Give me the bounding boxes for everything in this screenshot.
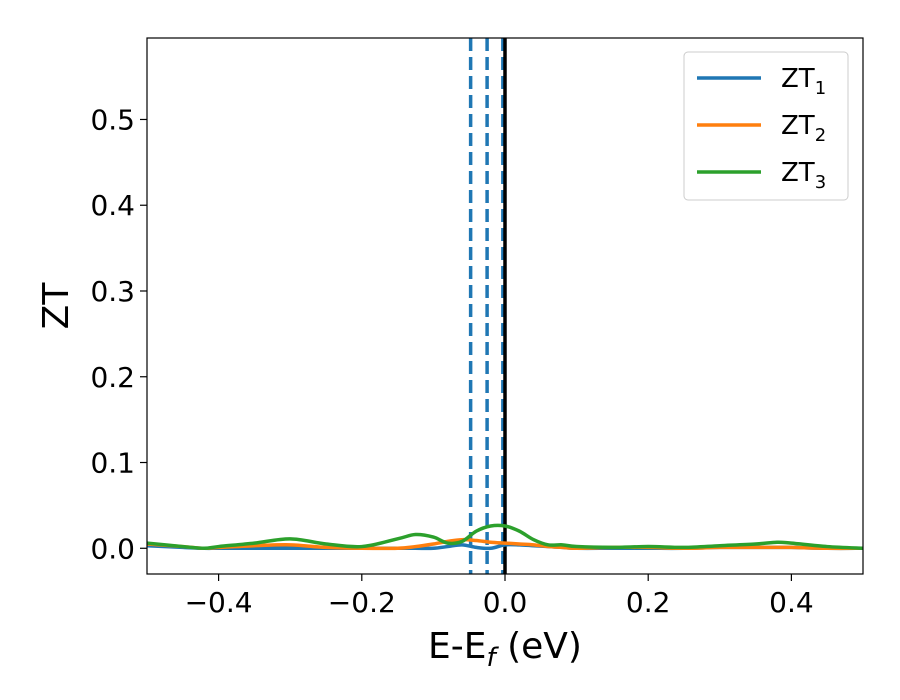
x-tick-label: 0.0 — [483, 586, 528, 619]
y-tick-label: 0.5 — [90, 103, 135, 136]
y-axis: 0.0 0.1 0.2 0.3 0.4 0.5 — [90, 103, 147, 565]
series-line-zt2 — [147, 537, 863, 551]
legend-label-zt2: ZT2 — [781, 111, 826, 146]
y-tick-label: 0.1 — [90, 447, 135, 480]
series-line-zt3 — [147, 523, 863, 551]
legend: ZT1 ZT2 ZT3 — [683, 51, 849, 201]
y-axis-label: ZT — [36, 282, 77, 330]
x-tick-label: −0.4 — [185, 586, 253, 619]
x-axis-label: E-Ef (eV) — [428, 626, 582, 673]
x-tick-label: −0.2 — [328, 586, 396, 619]
series-lines — [147, 523, 863, 551]
y-tick-label: 0.4 — [90, 189, 135, 222]
y-tick-label: 0.0 — [90, 532, 135, 565]
legend-box — [683, 51, 849, 201]
y-tick-label: 0.3 — [90, 275, 135, 308]
legend-label-zt1: ZT1 — [781, 64, 826, 99]
x-tick-label: 0.4 — [769, 586, 814, 619]
x-axis-label-suffix: (eV) — [496, 626, 582, 667]
legend-label-zt3: ZT3 — [781, 158, 826, 193]
x-tick-label: 0.2 — [626, 586, 671, 619]
reference-lines — [468, 38, 507, 574]
x-axis: −0.4 −0.2 0.0 0.2 0.4 — [185, 574, 814, 619]
y-tick-label: 0.2 — [90, 361, 135, 394]
x-axis-label-main: E-E — [428, 626, 486, 667]
